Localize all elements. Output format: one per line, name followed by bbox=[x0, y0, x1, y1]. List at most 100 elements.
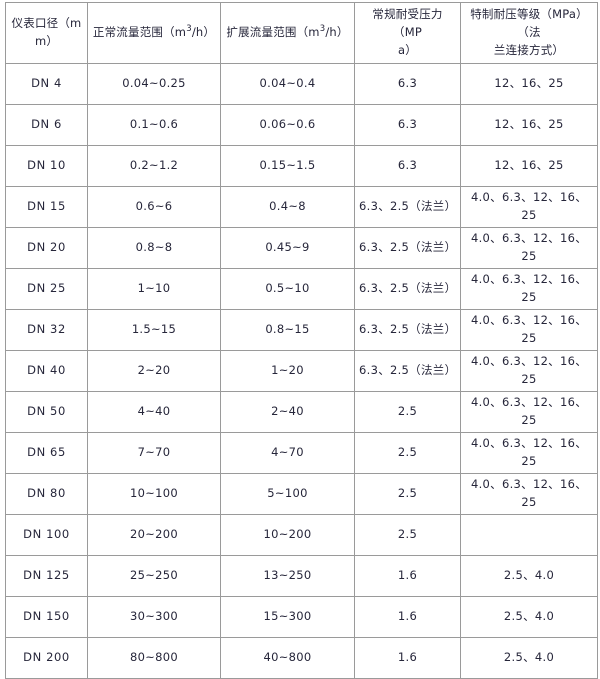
cell-normal_flow: 0.1~0.6 bbox=[87, 104, 221, 146]
column-header-normal-flow-superscript: 3 bbox=[186, 24, 192, 35]
cell-extended_flow: 15~300 bbox=[220, 596, 355, 638]
cell-normal_flow: 1~10 bbox=[87, 268, 221, 310]
cell-diameter: DN 40 bbox=[5, 350, 88, 392]
cell-diameter: DN 10 bbox=[5, 145, 88, 187]
cell-normal_flow: 25~250 bbox=[87, 555, 221, 597]
cell-diameter: DN 32 bbox=[5, 309, 88, 351]
cell-special_pressure: 12、16、25 bbox=[460, 104, 598, 146]
cell-special_pressure: 12、16、25 bbox=[460, 145, 598, 187]
cell-normal_flow: 0.04~0.25 bbox=[87, 63, 221, 105]
cell-special_pressure: 4.0、6.3、12、16、25 bbox=[460, 432, 598, 474]
column-header-normal-pressure: 常规耐受压力（MP a） bbox=[354, 2, 461, 64]
table-row: DN 50 4~40 2~40 2.5 4.0、6.3、12、16、25 bbox=[5, 391, 598, 433]
cell-diameter: DN 20 bbox=[5, 227, 88, 269]
cell-normal_pressure: 6.3、2.5（法兰） bbox=[354, 227, 461, 269]
table-row: DN 100 20~200 10~200 2.5 bbox=[5, 514, 598, 556]
cell-extended_flow: 0.4~8 bbox=[220, 186, 355, 228]
table-row: DN 80 10~100 5~100 2.5 4.0、6.3、12、16、25 bbox=[5, 473, 598, 515]
table-row: DN 10 0.2~1.2 0.15~1.5 6.3 12、16、25 bbox=[5, 145, 598, 187]
cell-normal_pressure: 6.3、2.5（法兰） bbox=[354, 309, 461, 351]
cell-special_pressure: 2.5、4.0 bbox=[460, 555, 598, 597]
cell-special_pressure bbox=[460, 514, 598, 556]
bottom-cutoff-artifact bbox=[5, 652, 565, 660]
cell-special_pressure: 2.5、4.0 bbox=[460, 596, 598, 638]
cell-normal_flow: 0.2~1.2 bbox=[87, 145, 221, 187]
column-header-diameter: 仪表口径（m m） bbox=[5, 2, 88, 64]
column-header-normal-flow-post: /h） bbox=[191, 25, 216, 40]
cell-special_pressure: 4.0、6.3、12、16、25 bbox=[460, 350, 598, 392]
cell-normal_flow: 1.5~15 bbox=[87, 309, 221, 351]
table-row: DN 20 0.8~8 0.45~9 6.3、2.5（法兰） 4.0、6.3、12、16… bbox=[5, 227, 598, 269]
table-row: DN 4 0.04~0.25 0.04~0.4 6.3 12、16、25 bbox=[5, 63, 598, 105]
cell-extended_flow: 2~40 bbox=[220, 391, 355, 433]
cell-extended_flow: 13~250 bbox=[220, 555, 355, 597]
column-header-normal-flow-pre: 正常流量范围（m bbox=[92, 25, 187, 40]
column-header-normal-flow: 正常流量范围（m3/h） bbox=[87, 2, 221, 64]
cell-normal_pressure: 6.3、2.5（法兰） bbox=[354, 268, 461, 310]
cell-normal_flow: 0.6~6 bbox=[87, 186, 221, 228]
column-header-diameter-line1: 仪表口径（m bbox=[11, 16, 82, 31]
table-row: DN 40 2~20 1~20 6.3、2.5（法兰） 4.0、6.3、12、16、25 bbox=[5, 350, 598, 392]
table-row: DN 65 7~70 4~70 2.5 4.0、6.3、12、16、25 bbox=[5, 432, 598, 474]
table-body: DN 4 0.04~0.25 0.04~0.4 6.3 12、16、25 DN 6 0.1~… bbox=[5, 63, 598, 679]
cell-normal_pressure: 6.3 bbox=[354, 145, 461, 187]
cell-extended_flow: 0.8~15 bbox=[220, 309, 355, 351]
column-header-normal-pressure-line2: a） bbox=[398, 42, 417, 57]
cell-diameter: DN 4 bbox=[5, 63, 88, 105]
cell-extended_flow: 0.04~0.4 bbox=[220, 63, 355, 105]
cell-extended_flow: 0.15~1.5 bbox=[220, 145, 355, 187]
flowmeter-spec-table: 仪表口径（m m） 正常流量范围（m3/h） 扩展流量范围（m3/h） 常规耐受… bbox=[5, 2, 598, 679]
cell-normal_pressure: 1.6 bbox=[354, 596, 461, 638]
cell-extended_flow: 10~200 bbox=[220, 514, 355, 556]
cell-diameter: DN 6 bbox=[5, 104, 88, 146]
cell-normal_flow: 2~20 bbox=[87, 350, 221, 392]
cell-normal_pressure: 2.5 bbox=[354, 514, 461, 556]
table-row: DN 150 30~300 15~300 1.6 2.5、4.0 bbox=[5, 596, 598, 638]
column-header-extended-flow-post: /h） bbox=[325, 25, 349, 40]
table-row: DN 125 25~250 13~250 1.6 2.5、4.0 bbox=[5, 555, 598, 597]
cell-normal_pressure: 2.5 bbox=[354, 432, 461, 474]
column-header-extended-flow: 扩展流量范围（m3/h） bbox=[220, 2, 355, 64]
cell-special_pressure: 4.0、6.3、12、16、25 bbox=[460, 473, 598, 515]
cell-special_pressure: 4.0、6.3、12、16、25 bbox=[460, 309, 598, 351]
cell-special_pressure: 4.0、6.3、12、16、25 bbox=[460, 227, 598, 269]
table-row: DN 32 1.5~15 0.8~15 6.3、2.5（法兰） 4.0、6.3、12、1… bbox=[5, 309, 598, 351]
cell-normal_pressure: 6.3 bbox=[354, 63, 461, 105]
cell-normal_flow: 7~70 bbox=[87, 432, 221, 474]
cell-extended_flow: 1~20 bbox=[220, 350, 355, 392]
cell-special_pressure: 4.0、6.3、12、16、25 bbox=[460, 186, 598, 228]
cell-normal_flow: 30~300 bbox=[87, 596, 221, 638]
table-row: DN 15 0.6~6 0.4~8 6.3、2.5（法兰） 4.0、6.3、12、16、… bbox=[5, 186, 598, 228]
table-header: 仪表口径（m m） 正常流量范围（m3/h） 扩展流量范围（m3/h） 常规耐受… bbox=[5, 2, 598, 64]
cell-diameter: DN 150 bbox=[5, 596, 88, 638]
cell-diameter: DN 80 bbox=[5, 473, 88, 515]
cell-extended_flow: 0.45~9 bbox=[220, 227, 355, 269]
cell-normal_pressure: 6.3、2.5（法兰） bbox=[354, 350, 461, 392]
column-header-diameter-line2: m） bbox=[34, 34, 59, 48]
table-row: DN 6 0.1~0.6 0.06~0.6 6.3 12、16、25 bbox=[5, 104, 598, 146]
table-row: DN 25 1~10 0.5~10 6.3、2.5（法兰） 4.0、6.3、12、16、… bbox=[5, 268, 598, 310]
column-header-special-pressure-line2: 兰连接方式） bbox=[493, 42, 565, 57]
cell-diameter: DN 15 bbox=[5, 186, 88, 228]
cell-diameter: DN 125 bbox=[5, 555, 88, 597]
cell-normal_pressure: 1.6 bbox=[354, 555, 461, 597]
spec-table-container: 仪表口径（m m） 正常流量范围（m3/h） 扩展流量范围（m3/h） 常规耐受… bbox=[5, 2, 598, 679]
cell-special_pressure: 12、16、25 bbox=[460, 63, 598, 105]
cell-normal_flow: 0.8~8 bbox=[87, 227, 221, 269]
column-header-normal-pressure-line1: 常规耐受压力（MP bbox=[372, 7, 443, 40]
cell-special_pressure: 4.0、6.3、12、16、25 bbox=[460, 391, 598, 433]
table-header-row: 仪表口径（m m） 正常流量范围（m3/h） 扩展流量范围（m3/h） 常规耐受… bbox=[5, 2, 598, 64]
cell-normal_pressure: 6.3、2.5（法兰） bbox=[354, 186, 461, 228]
cell-special_pressure: 4.0、6.3、12、16、25 bbox=[460, 268, 598, 310]
cell-extended_flow: 4~70 bbox=[220, 432, 355, 474]
column-header-special-pressure-line1: 特制耐压等级（MPa）（法 bbox=[470, 7, 588, 40]
cell-normal_flow: 4~40 bbox=[87, 391, 221, 433]
cell-extended_flow: 0.06~0.6 bbox=[220, 104, 355, 146]
cell-diameter: DN 65 bbox=[5, 432, 88, 474]
cell-diameter: DN 50 bbox=[5, 391, 88, 433]
cell-extended_flow: 0.5~10 bbox=[220, 268, 355, 310]
cell-normal_flow: 10~100 bbox=[87, 473, 221, 515]
column-header-extended-flow-superscript: 3 bbox=[319, 24, 326, 35]
cell-normal_pressure: 2.5 bbox=[354, 391, 461, 433]
cell-diameter: DN 100 bbox=[5, 514, 88, 556]
